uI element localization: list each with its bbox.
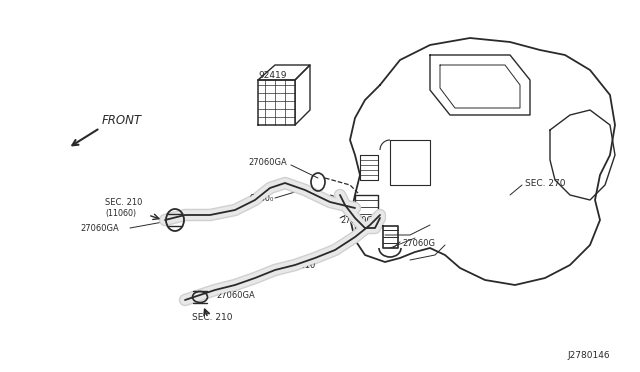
- Text: SEC. 270: SEC. 270: [525, 179, 566, 187]
- Text: 27060GA: 27060GA: [340, 215, 379, 224]
- Text: 27060GA: 27060GA: [248, 157, 287, 167]
- Text: 9240₀: 9240₀: [250, 193, 275, 202]
- Text: 27060GA: 27060GA: [80, 224, 119, 232]
- Text: SEC. 210: SEC. 210: [192, 314, 232, 323]
- Text: SEC. 210: SEC. 210: [105, 198, 142, 206]
- Text: 27060GA: 27060GA: [216, 291, 255, 299]
- Text: J2780146: J2780146: [568, 351, 610, 360]
- Text: 27060G: 27060G: [402, 238, 435, 247]
- Text: 92410: 92410: [290, 260, 316, 269]
- Text: (11060): (11060): [105, 208, 136, 218]
- Text: 92419: 92419: [258, 71, 287, 80]
- Text: FRONT: FRONT: [102, 113, 142, 126]
